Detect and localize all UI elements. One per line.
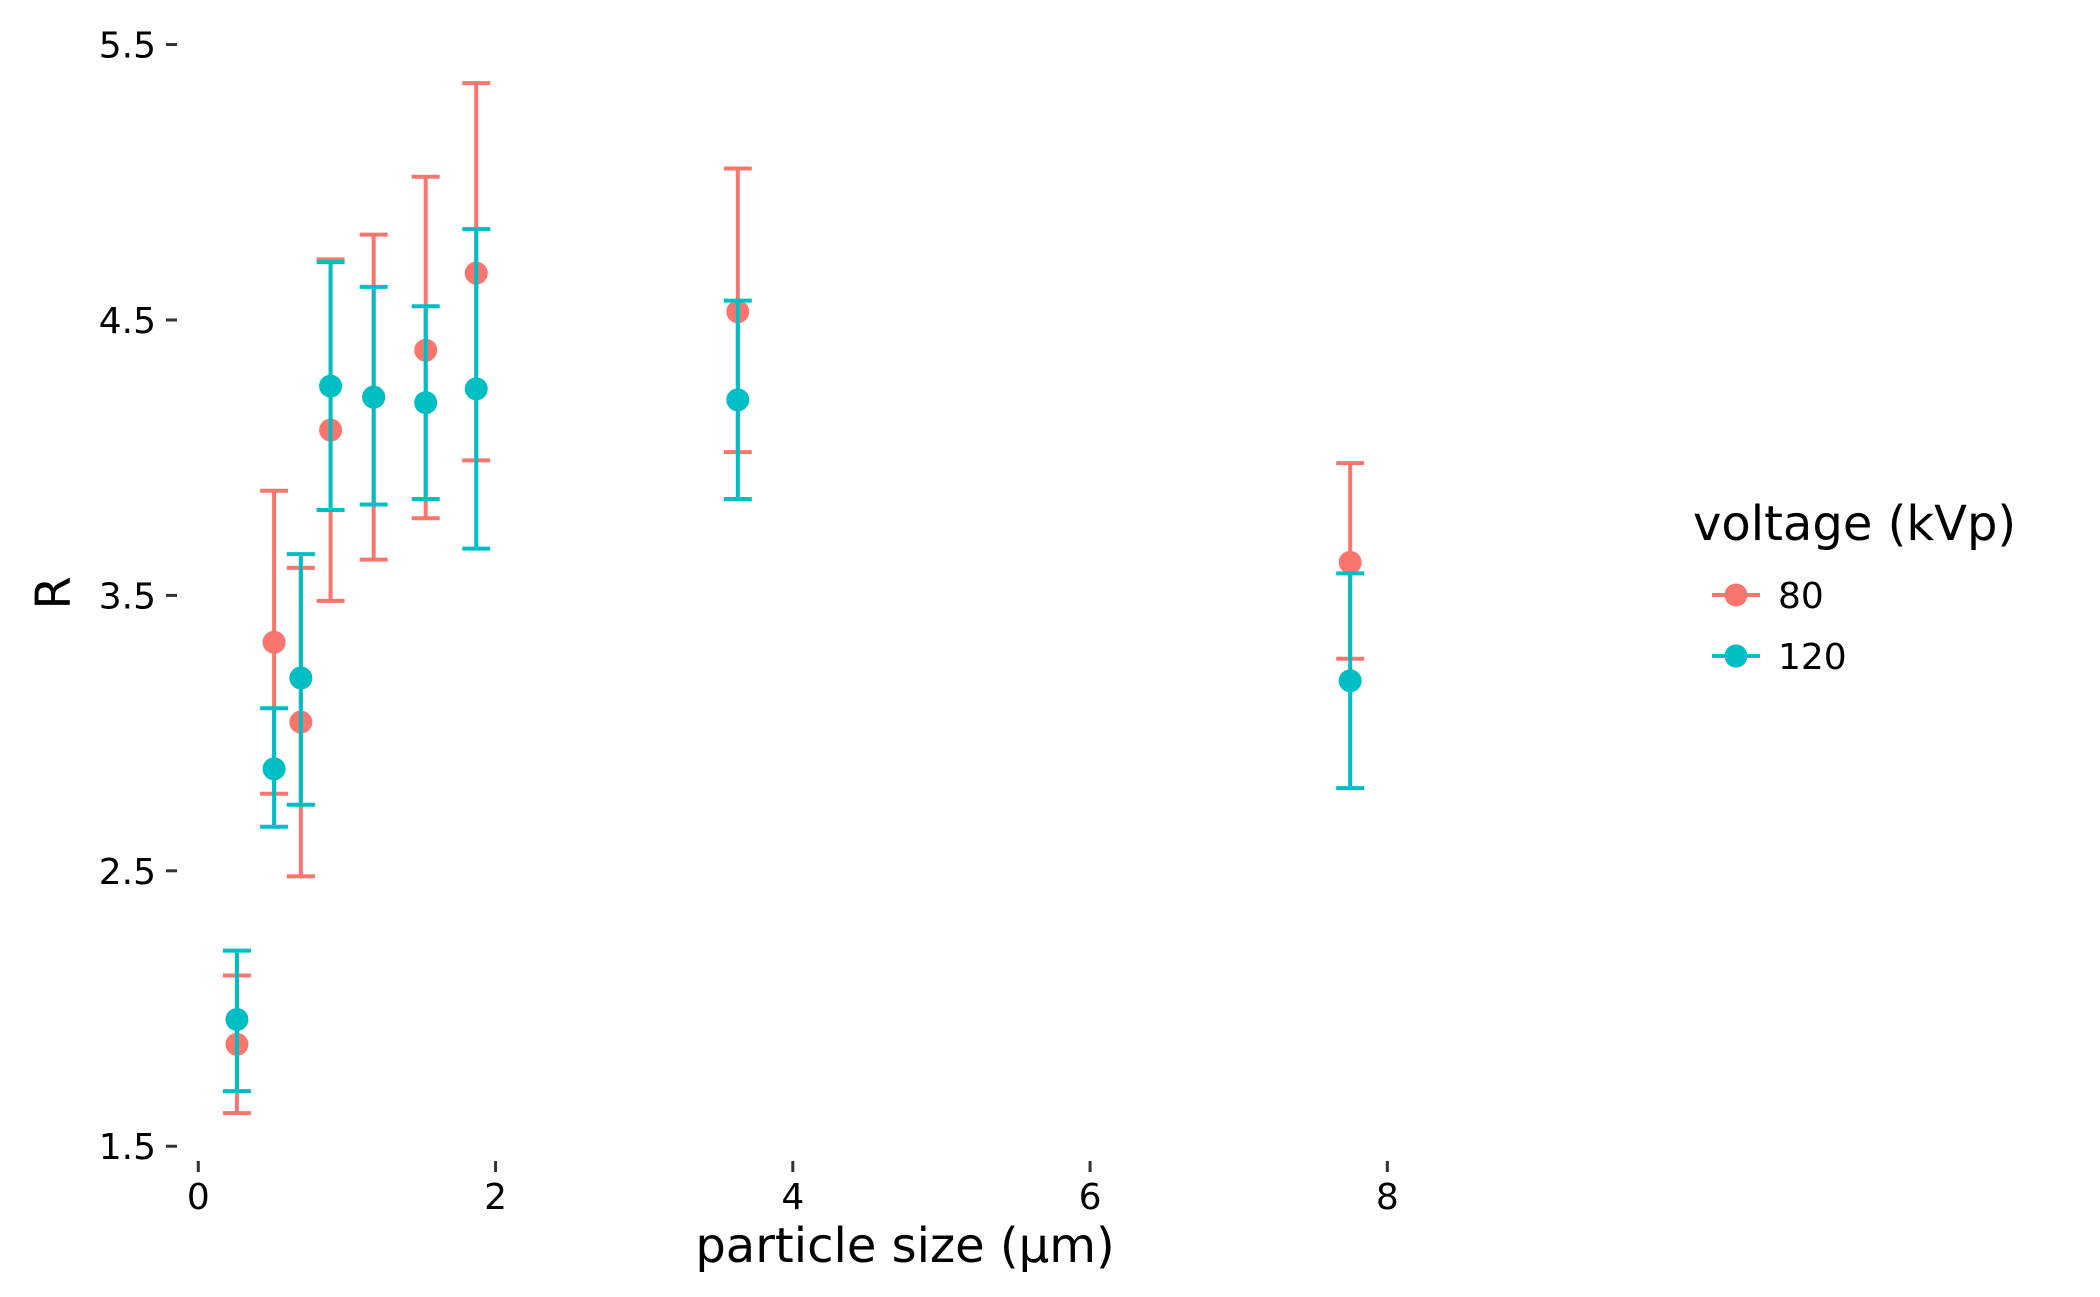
legend-key-point <box>1724 644 1748 668</box>
data-point <box>262 630 286 654</box>
axes-layer: 1.5 2.5 3.5 4.5 5.5 0 2 4 6 8 <box>99 26 1399 1218</box>
legend-item-80: 80 <box>1712 576 1824 617</box>
data-point <box>726 388 750 412</box>
data-point <box>289 666 313 690</box>
series-80 <box>222 81 1365 1116</box>
y-tick-label: 2.5 <box>99 852 156 893</box>
legend-label: 120 <box>1778 637 1847 678</box>
y-tick-label: 1.5 <box>99 1127 156 1168</box>
series-120 <box>222 227 1365 1094</box>
y-tick-label: 5.5 <box>99 26 156 67</box>
data-point <box>464 377 488 401</box>
legend-label: 80 <box>1778 576 1824 617</box>
marks-layer <box>222 81 1365 1116</box>
y-axis-title: R <box>26 576 82 609</box>
x-tick-label: 2 <box>484 1177 507 1218</box>
x-tick-label: 8 <box>1376 1177 1399 1218</box>
x-tick-label: 4 <box>781 1177 804 1218</box>
x-axis-title: particle size (µm) <box>695 1218 1114 1274</box>
x-tick-label: 6 <box>1079 1177 1102 1218</box>
data-point <box>225 1008 249 1032</box>
data-point <box>319 374 343 398</box>
data-point <box>362 385 386 409</box>
data-point <box>1338 550 1362 574</box>
data-point <box>414 391 438 415</box>
data-point <box>1338 669 1362 693</box>
legend-item-120: 120 <box>1712 637 1847 678</box>
data-point <box>262 757 286 781</box>
y-tick-label: 3.5 <box>99 576 156 617</box>
legend-title: voltage (kVp) <box>1693 496 2016 552</box>
x-tick-label: 0 <box>187 1177 210 1218</box>
legend-key-point <box>1724 583 1748 607</box>
y-tick-label: 4.5 <box>99 301 156 342</box>
